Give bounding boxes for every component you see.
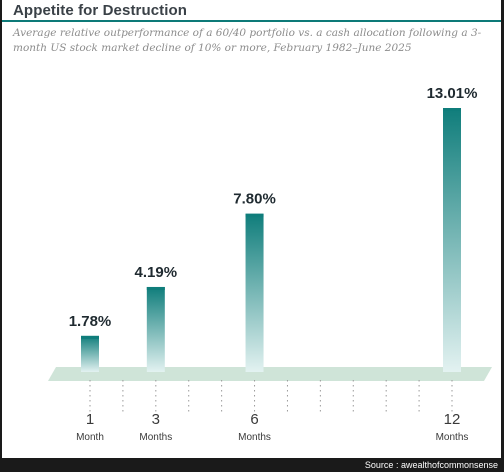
chart-title: Appetite for Destruction: [13, 2, 188, 19]
bar: [146, 286, 165, 372]
bar-value-label: 13.01%: [427, 85, 478, 102]
bar-cap: [146, 286, 165, 290]
x-tick-number: 12: [444, 411, 461, 428]
bar-cap: [81, 335, 99, 339]
x-tick-number: 1: [86, 411, 94, 428]
bar-cap: [245, 213, 264, 217]
x-tick-unit: Months: [238, 432, 271, 443]
chart-card: Appetite for Destruction Average relativ…: [2, 0, 501, 458]
x-tick-unit: Month: [76, 432, 104, 443]
source-credit: Source : awealthofcommonsense: [364, 460, 498, 470]
x-tick-unit: Months: [436, 432, 469, 443]
x-tick-unit: Months: [139, 432, 172, 443]
bar: [443, 108, 461, 372]
chart-subtitle: Average relative outperformance of a 60/…: [13, 27, 482, 54]
chart-floor: [48, 367, 492, 381]
bar-value-label: 1.78%: [69, 313, 112, 330]
bar: [245, 213, 264, 372]
bar-cap: [443, 108, 461, 111]
bar: [81, 335, 99, 372]
bar-value-label: 4.19%: [135, 264, 178, 281]
title-rule: [2, 20, 501, 22]
bar-value-label: 7.80%: [233, 191, 276, 208]
x-tick-number: 6: [250, 411, 258, 428]
x-tick-number: 3: [152, 411, 160, 428]
bar-chart: 1.78% 4.19% 7.80% 13.01% 1 Month 3 Months 6 Mont…: [48, 85, 492, 443]
